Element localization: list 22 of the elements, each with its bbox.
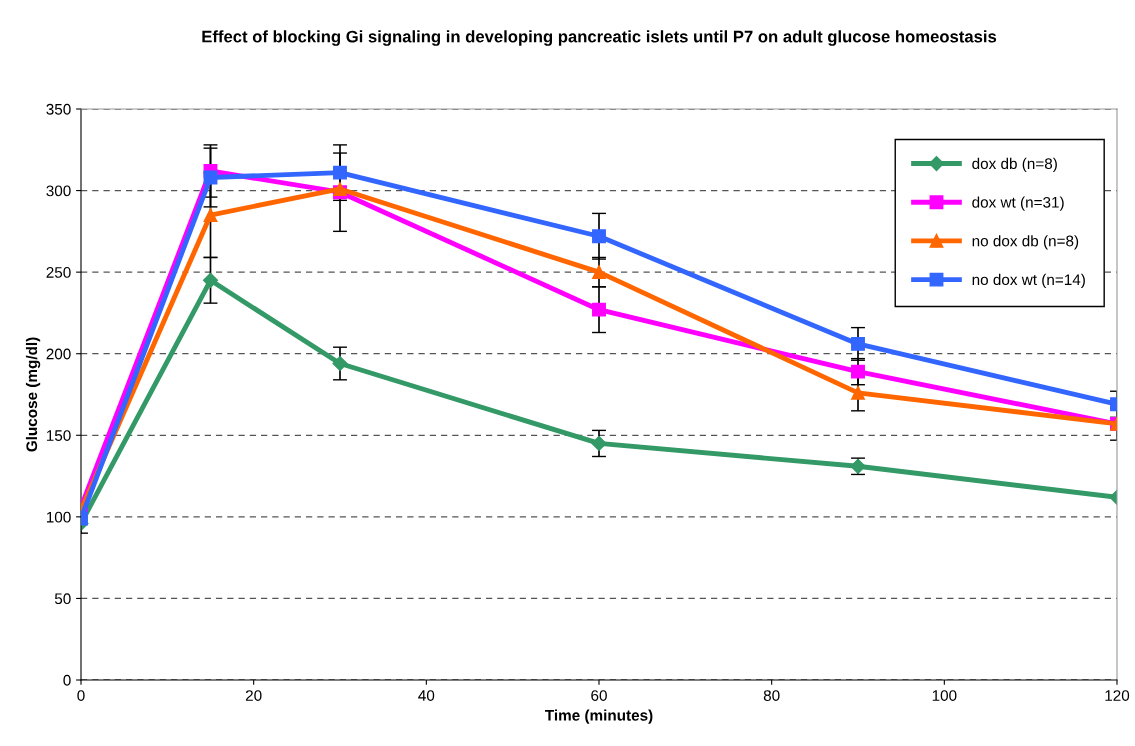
x-tick-label: 60 [591, 690, 607, 701]
y-tick-label: 300 [46, 185, 71, 197]
x-axis-title: Time (minutes) [544, 709, 653, 724]
y-tick-label: 350 [46, 103, 71, 115]
x-tick-label: 0 [77, 690, 85, 701]
x-tick-label: 100 [932, 690, 957, 701]
x-tick-label: 40 [418, 690, 435, 701]
y-axis-title: Glucose (mg/dl) [25, 337, 41, 452]
y-tick-label: 200 [46, 348, 71, 360]
y-tick-label: 0 [63, 674, 71, 686]
x-tick-label: 120 [1105, 690, 1130, 701]
chart-title: Effect of blocking Gi signaling in developing pancreatic islets until P7 on adult glucose homeostasis [202, 30, 997, 46]
y-tick-label: 50 [54, 593, 71, 605]
x-tick-label: 20 [245, 690, 262, 701]
legend-label: dox db (n=8) [972, 157, 1057, 173]
legend-label: no dox wt (n=14) [972, 273, 1085, 289]
legend-label: no dox db (n=8) [972, 235, 1079, 250]
x-tick-label: 80 [763, 690, 780, 701]
y-tick-label: 100 [46, 511, 71, 523]
y-tick-label: 250 [46, 267, 71, 278]
legend-label: dox wt (n=31) [972, 196, 1064, 211]
y-tick-label: 150 [46, 430, 71, 441]
